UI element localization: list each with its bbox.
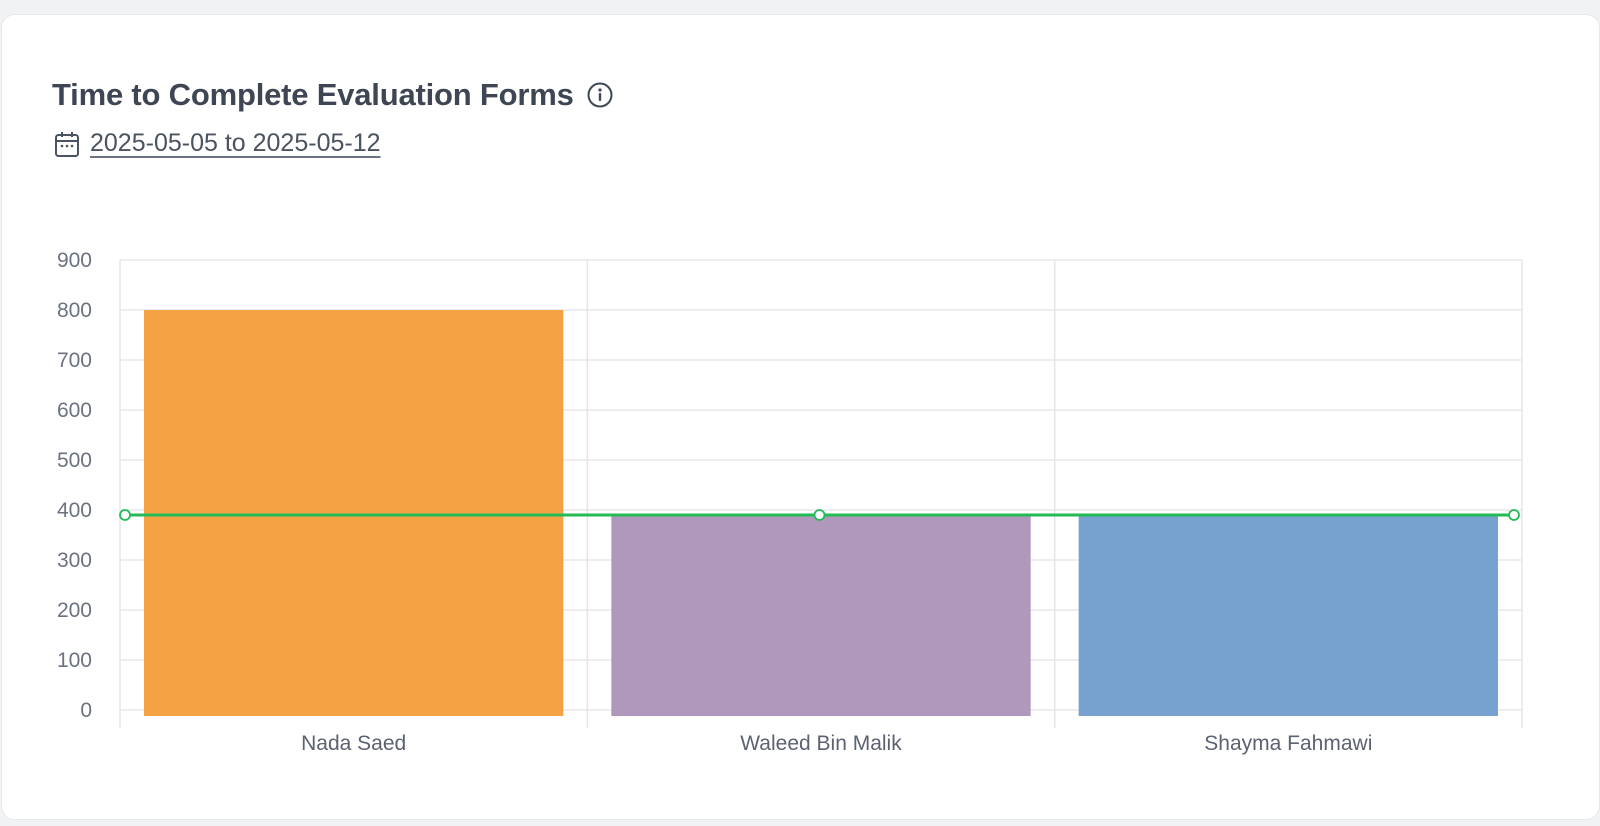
chart-header: Time to Complete Evaluation Forms	[52, 77, 614, 113]
y-tick-label: 600	[57, 399, 92, 422]
bar-nada-saed	[144, 310, 564, 716]
y-tick-label: 700	[57, 349, 92, 372]
y-tick-label: 400	[57, 499, 92, 522]
y-tick-label: 800	[57, 299, 92, 322]
y-tick-label: 0	[80, 699, 92, 722]
y-tick-label: 300	[57, 549, 92, 572]
x-tick-label: Nada Saed	[301, 732, 406, 755]
y-tick-label: 200	[57, 599, 92, 622]
bar-shayma-fahmawi	[1078, 515, 1498, 716]
y-tick-label: 100	[57, 649, 92, 672]
y-tick-label: 500	[57, 449, 92, 472]
average-line-point	[119, 509, 131, 521]
average-line-point	[1508, 509, 1520, 521]
x-tick-label: Waleed Bin Malik	[740, 732, 902, 755]
date-range-picker[interactable]: 2025-05-05 to 2025-05-12	[54, 129, 381, 158]
y-tick-label: 900	[57, 249, 92, 272]
date-range-text[interactable]: 2025-05-05 to 2025-05-12	[90, 129, 381, 157]
average-line-point	[813, 509, 826, 521]
x-tick-label: Shayma Fahmawi	[1204, 732, 1372, 755]
bar-waleed-bin-malik	[611, 515, 1031, 716]
calendar-icon	[54, 130, 80, 158]
chart-title: Time to Complete Evaluation Forms	[52, 77, 574, 112]
info-icon[interactable]	[586, 81, 614, 109]
